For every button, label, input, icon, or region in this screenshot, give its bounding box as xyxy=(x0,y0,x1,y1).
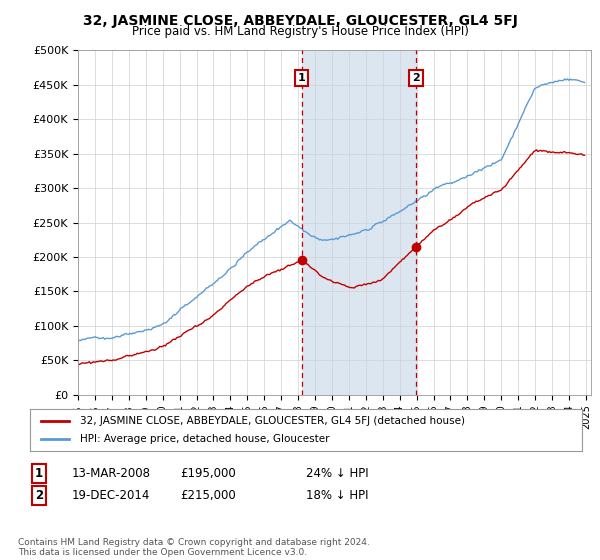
Text: 32, JASMINE CLOSE, ABBEYDALE, GLOUCESTER, GL4 5FJ: 32, JASMINE CLOSE, ABBEYDALE, GLOUCESTER… xyxy=(83,14,517,28)
Text: 1: 1 xyxy=(35,466,43,480)
Text: 2: 2 xyxy=(35,489,43,502)
Text: 19-DEC-2014: 19-DEC-2014 xyxy=(72,489,151,502)
Text: HPI: Average price, detached house, Gloucester: HPI: Average price, detached house, Glou… xyxy=(80,434,329,444)
Text: £195,000: £195,000 xyxy=(180,466,236,480)
Text: 2: 2 xyxy=(412,73,420,83)
Text: Contains HM Land Registry data © Crown copyright and database right 2024.
This d: Contains HM Land Registry data © Crown c… xyxy=(18,538,370,557)
Text: 32, JASMINE CLOSE, ABBEYDALE, GLOUCESTER, GL4 5FJ (detached house): 32, JASMINE CLOSE, ABBEYDALE, GLOUCESTER… xyxy=(80,416,464,426)
Text: Price paid vs. HM Land Registry's House Price Index (HPI): Price paid vs. HM Land Registry's House … xyxy=(131,25,469,38)
Text: 1: 1 xyxy=(298,73,305,83)
Text: 18% ↓ HPI: 18% ↓ HPI xyxy=(306,489,368,502)
Text: £215,000: £215,000 xyxy=(180,489,236,502)
Bar xyxy=(302,50,416,395)
Text: 24% ↓ HPI: 24% ↓ HPI xyxy=(306,466,368,480)
Text: 13-MAR-2008: 13-MAR-2008 xyxy=(72,466,151,480)
